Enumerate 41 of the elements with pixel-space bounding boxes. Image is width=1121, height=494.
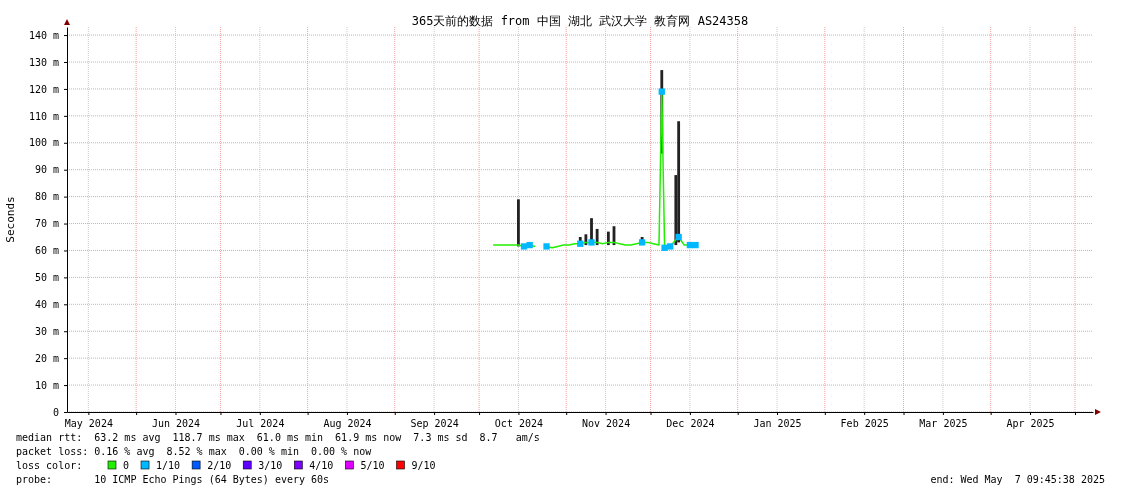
legend-label: 4/10 <box>309 460 334 471</box>
text: probe: 10 ICMP Echo Pings (64 Bytes) every 60s <box>16 474 330 485</box>
chart-title: 365天前的数据 from 中国 湖北 武汉大学 教育网 AS24358 <box>411 14 749 28</box>
legend-label: 2/10 <box>207 460 232 471</box>
x-tick-label: Oct 2024 <box>494 418 544 429</box>
y-tick-label: 40 m <box>34 299 59 311</box>
legend-label: 9/10 <box>411 460 436 471</box>
y-tick-label: 110 m <box>28 110 59 122</box>
text: packet loss: 0.16 % avg 8.52 % max 0.00 % min 0.00 % now <box>16 446 373 457</box>
x-tick-label: Jan 2025 <box>753 418 802 429</box>
legend-title: loss color: <box>16 460 83 471</box>
y-tick-label: 120 m <box>28 83 59 95</box>
y-tick-label: 0 <box>52 406 59 418</box>
x-tick-label: Jul 2024 <box>236 418 285 429</box>
x-tick-label: Apr 2025 <box>1006 418 1055 429</box>
y-tick-label: 90 m <box>34 164 59 176</box>
text: median rtt: 63.2 ms avg 118.7 ms max 61.0 ms min 61.9 ms now 7.3 ms sd 8.7 am/s <box>16 432 540 443</box>
x-tick-label: Mar 2025 <box>919 418 968 429</box>
y-tick-label: 60 m <box>34 245 59 257</box>
x-tick-label: Aug 2024 <box>323 418 372 429</box>
legend-label: 5/10 <box>360 460 385 471</box>
y-tick-label: 80 m <box>34 191 59 203</box>
legend-label: 1/10 <box>156 460 181 471</box>
x-tick-label: Jun 2024 <box>151 418 201 429</box>
y-tick-label: 130 m <box>28 56 59 68</box>
y-tick-label: 100 m <box>28 137 59 149</box>
y-axis-title: Seconds <box>4 196 17 243</box>
legend-label: 3/10 <box>258 460 283 471</box>
y-tick-label: 20 m <box>34 352 59 364</box>
y-tick-label: 50 m <box>34 272 59 284</box>
text: end: Wed May 7 09:45:38 2025 <box>930 474 1105 485</box>
legend-label: 0 <box>123 460 130 471</box>
x-tick-label: Dec 2024 <box>666 418 715 429</box>
x-tick-label: Sep 2024 <box>410 418 459 429</box>
y-tick-label: 10 m <box>34 379 59 391</box>
x-tick-label: Nov 2024 <box>581 418 631 429</box>
x-tick-label: Feb 2025 <box>840 418 889 429</box>
y-tick-label: 140 m <box>28 29 59 41</box>
y-tick-label: 70 m <box>34 218 59 230</box>
x-tick-label: May 2024 <box>64 418 113 429</box>
y-tick-label: 30 m <box>34 325 59 337</box>
